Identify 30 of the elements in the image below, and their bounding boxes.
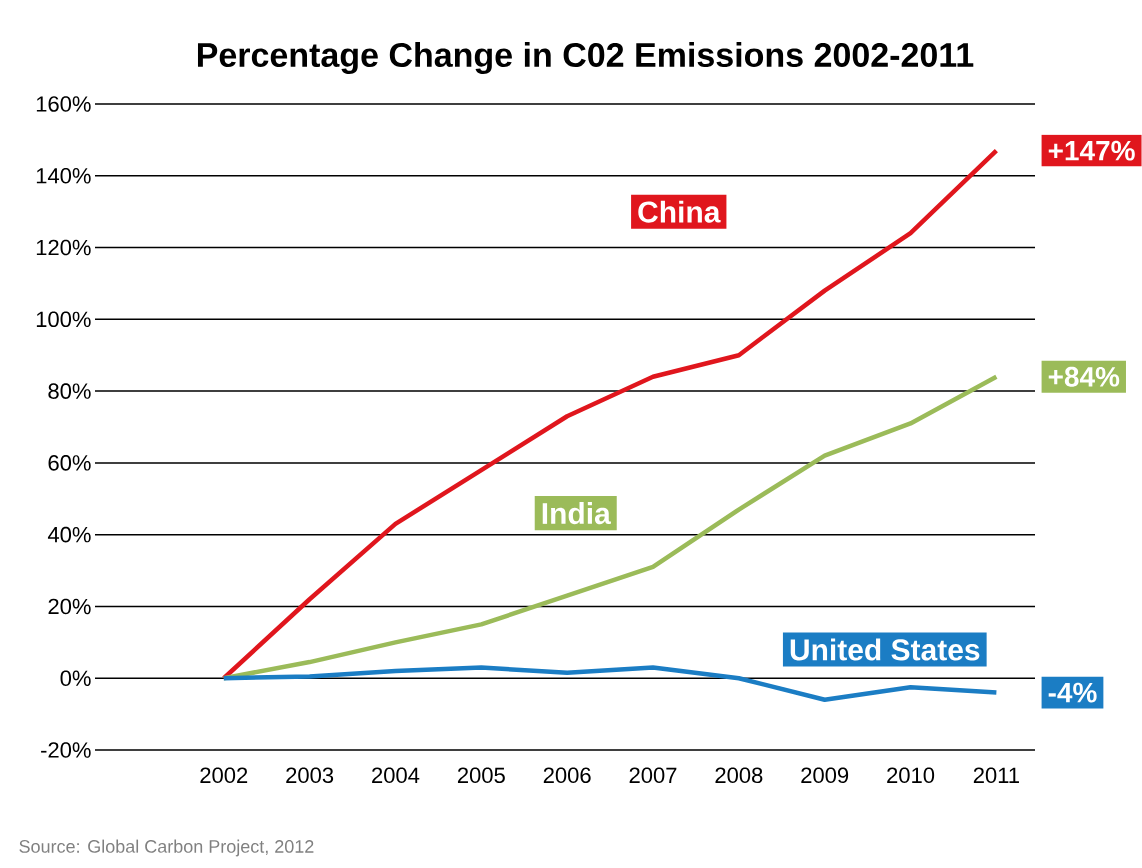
data-label: -4% (1048, 682, 1097, 703)
chart-title: Percentage Change in C02 Emissions 2002-2011 (197, 42, 974, 74)
source-note: Source: Global Carbon Project, 2012 (19, 839, 314, 857)
series-label: United States (790, 638, 980, 661)
y-tick-label: 60% (48, 455, 91, 471)
y-tick-label: 160% (36, 96, 91, 112)
y-tick-label: 0% (60, 670, 91, 687)
y-tick-label: 80% (48, 383, 91, 399)
x-tick-label: 2003 (286, 767, 334, 784)
y-tick-label: 20% (48, 598, 91, 615)
data-label: +84% (1048, 366, 1120, 387)
x-tick-label: 2007 (629, 767, 677, 784)
y-tick-label: 140% (36, 167, 91, 184)
x-tick-label: 2011 (973, 767, 1019, 784)
x-tick-label: 2008 (715, 767, 763, 784)
line-series (221, 148, 999, 681)
x-tick-label: 2010 (887, 767, 935, 784)
x-tick-label: 2009 (801, 767, 849, 784)
y-tick-label: 120% (36, 239, 91, 256)
line-series (221, 665, 999, 703)
data-label: +147% (1048, 140, 1135, 161)
y-tick-label: 40% (47, 526, 91, 543)
text: China (638, 200, 721, 223)
series-label: India (542, 502, 611, 525)
x-tick-label: 2006 (543, 767, 591, 784)
x-tick-label: 2005 (457, 767, 505, 784)
x-tick-label: 2002 (200, 767, 248, 784)
y-tick-label: -20% (41, 742, 91, 758)
x-tick-label: 2004 (372, 767, 420, 784)
y-tick-label: 100% (36, 311, 91, 328)
